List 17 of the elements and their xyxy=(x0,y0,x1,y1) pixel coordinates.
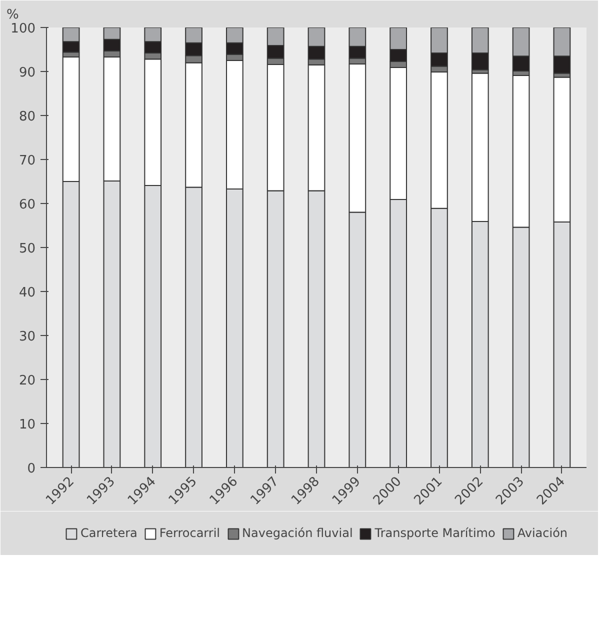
y-tick-label: 70 xyxy=(18,154,36,168)
y-tick-label: 100 xyxy=(10,22,36,36)
y-tick-label: 0 xyxy=(27,462,36,476)
y-tick-label: 10 xyxy=(18,418,36,432)
y-tick-label: 90 xyxy=(18,66,36,80)
y-tick-label: 30 xyxy=(18,330,36,344)
y-tick-label: 20 xyxy=(18,374,36,388)
legend-label: Transporte Marítimo xyxy=(374,526,496,540)
y-tick-label: 40 xyxy=(18,286,36,300)
y-axis-title: % xyxy=(6,8,19,22)
y-tick-label: 80 xyxy=(18,110,36,124)
legend-label: Navegación fluvial xyxy=(242,526,353,540)
legend-label: Ferrocarril xyxy=(159,526,220,540)
y-tick-label: 50 xyxy=(18,242,36,256)
y-tick-label: 60 xyxy=(18,198,36,212)
legend-label: Carretera xyxy=(80,526,138,540)
legend-label: Aviación xyxy=(517,526,568,540)
